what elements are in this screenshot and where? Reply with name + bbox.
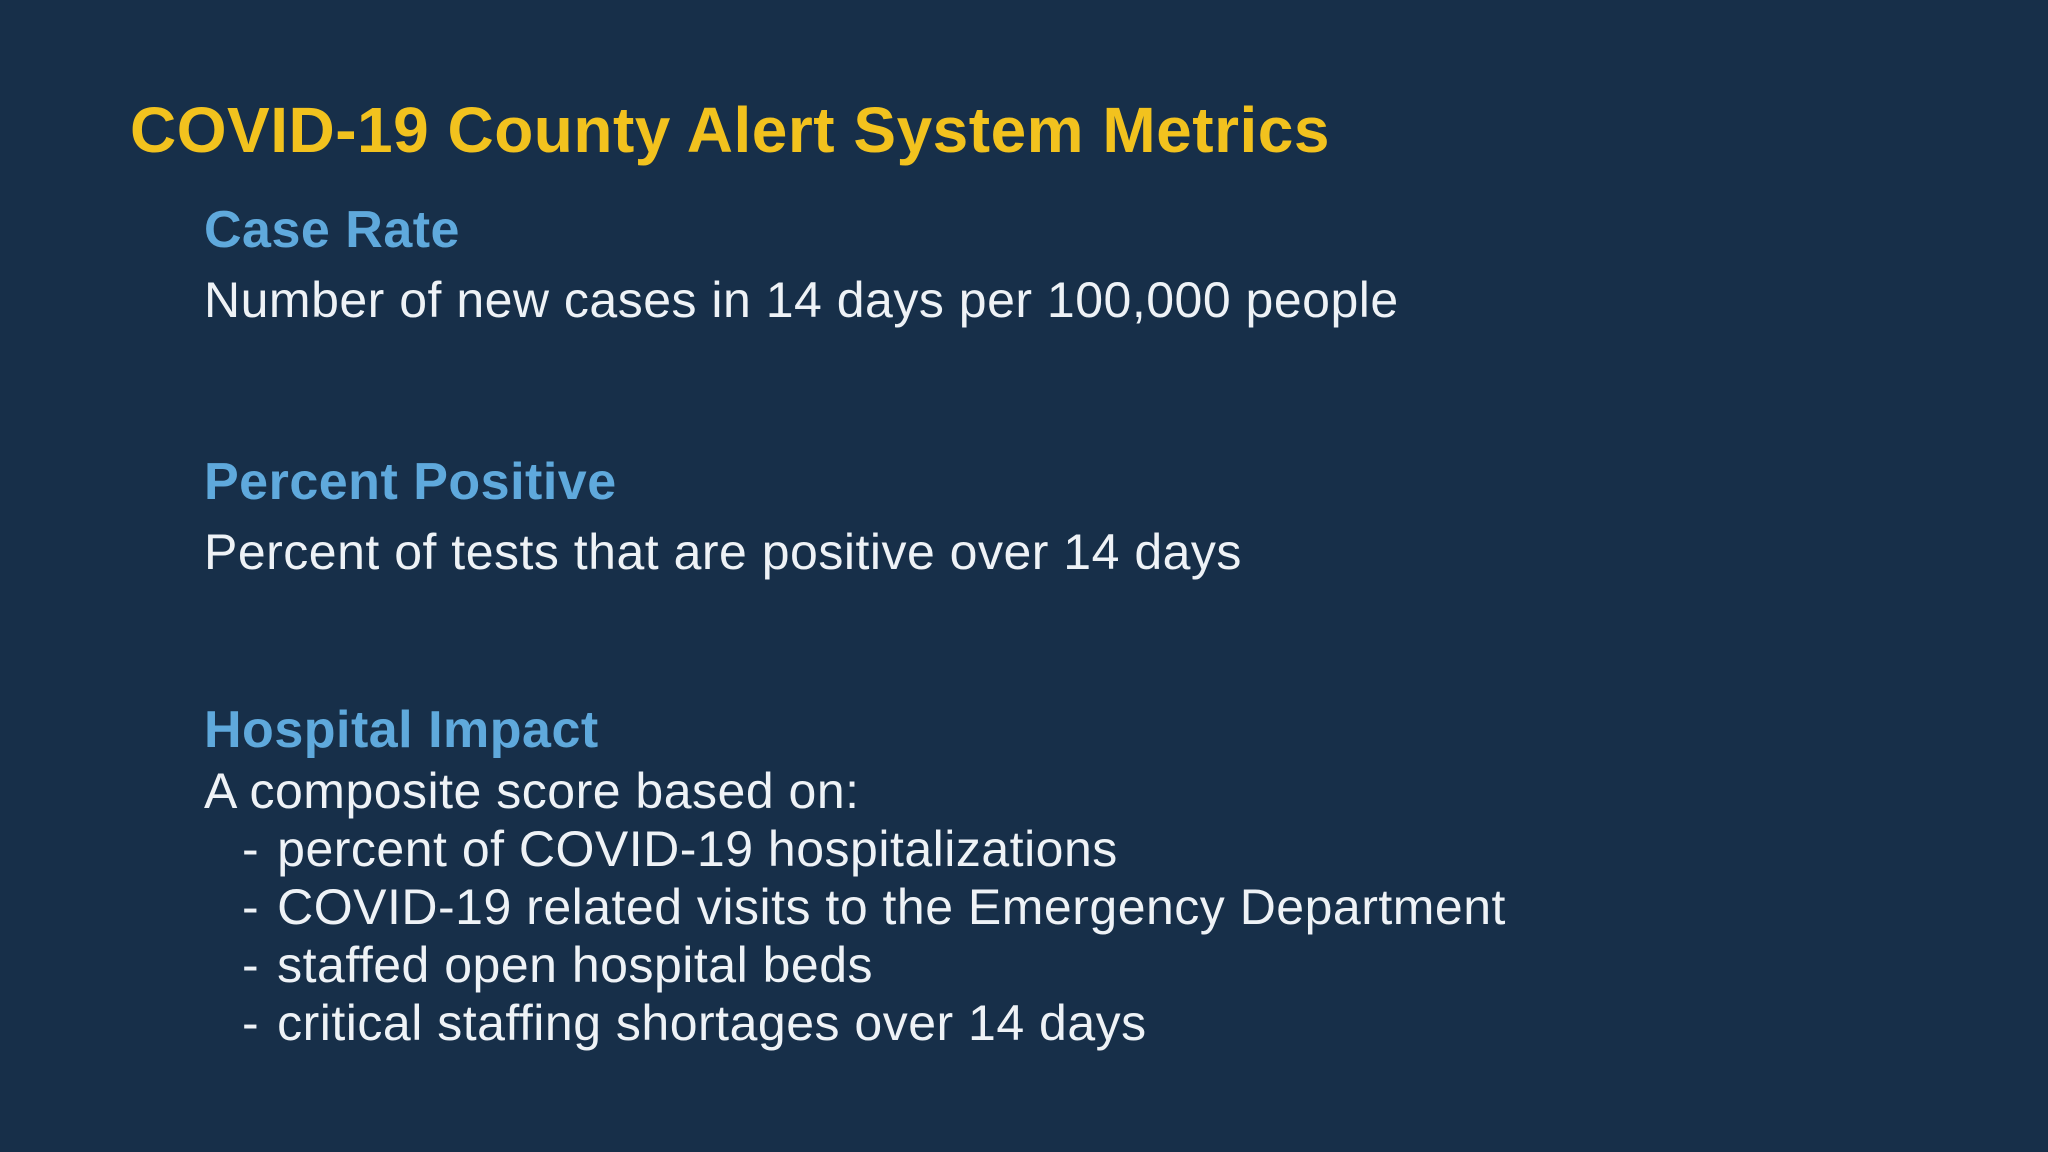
percent-positive-heading: Percent Positive	[204, 453, 617, 511]
slide-title: COVID-19 County Alert System Metrics	[130, 94, 1330, 166]
hospital-impact-heading: Hospital Impact	[204, 701, 599, 759]
section-case-rate: Case Rate Number of new cases in 14 days…	[204, 198, 1954, 329]
dash-bullet: -	[242, 821, 260, 877]
dash-bullet: -	[242, 879, 260, 935]
hospital-impact-bullet-list: - percent of COVID-19 hospitalizations -C…	[204, 820, 1954, 1052]
bullet-text: staffed open hospital beds	[277, 937, 874, 993]
list-item: - critical staffing shortages over 14 day…	[204, 994, 1954, 1052]
list-item: - staffed open hospital beds	[204, 936, 1954, 994]
percent-positive-description: Percent of tests that are positive over …	[204, 524, 1242, 580]
section-percent-positive: Percent Positive Percent of tests that a…	[204, 450, 1954, 581]
hospital-impact-description: A composite score based on:	[204, 763, 860, 819]
bullet-text: COVID-19 related visits to the Emergency…	[277, 879, 1506, 935]
dash-bullet: -	[242, 995, 260, 1051]
case-rate-description: Number of new cases in 14 days per 100,0…	[204, 272, 1399, 328]
bullet-text: critical staffing shortages over 14 days	[277, 995, 1147, 1051]
bullet-text: percent of COVID-19 hospitalizations	[277, 821, 1118, 877]
case-rate-heading: Case Rate	[204, 201, 460, 259]
list-item: - COVID-19 related visits to the Emergenc…	[204, 878, 1954, 936]
dash-bullet: -	[242, 937, 260, 993]
section-hospital-impact: Hospital Impact A composite score based …	[204, 700, 1954, 1052]
list-item: - percent of COVID-19 hospitalizations	[204, 820, 1954, 878]
